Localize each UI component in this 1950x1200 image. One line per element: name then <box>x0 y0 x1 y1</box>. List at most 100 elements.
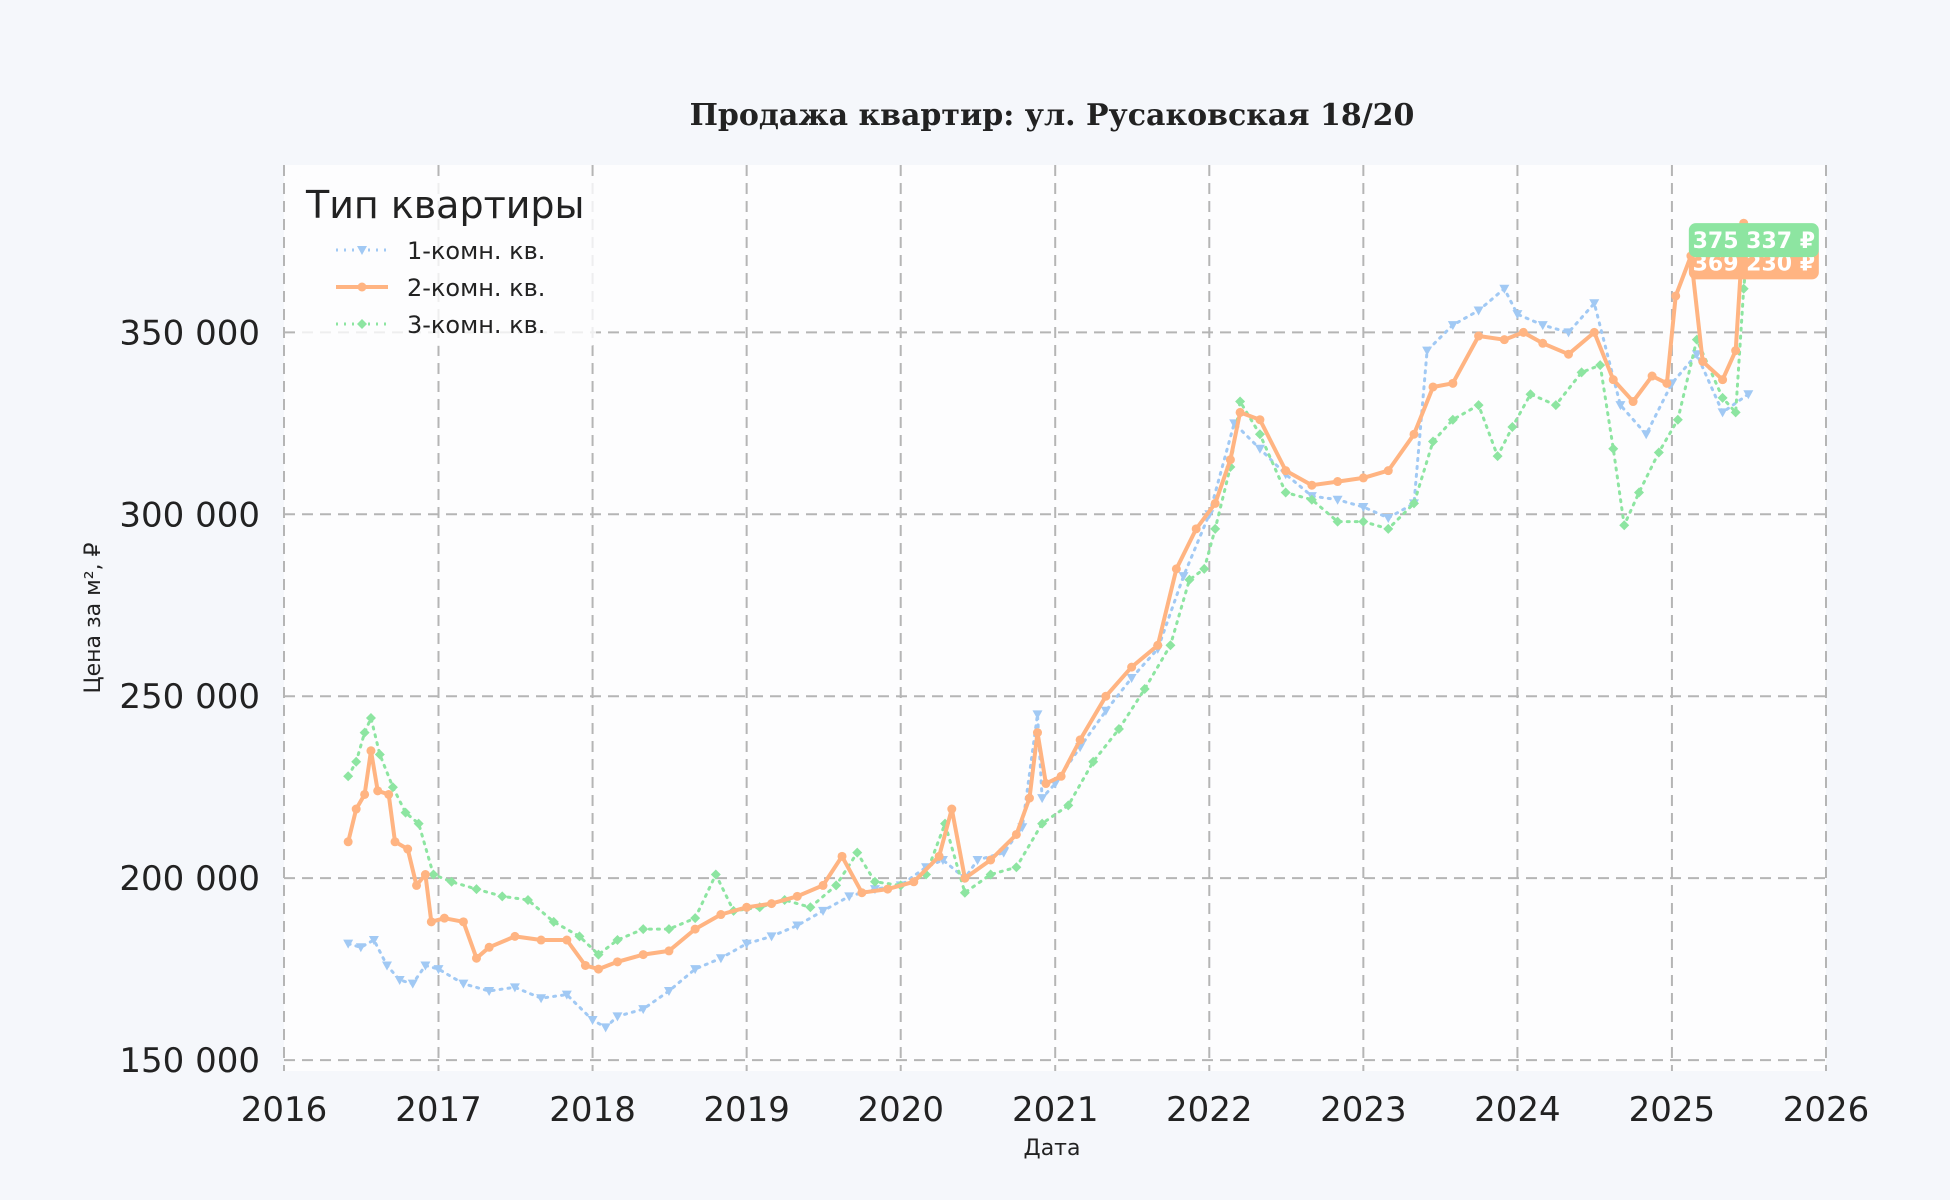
data-point <box>1333 477 1343 487</box>
data-point <box>1235 407 1245 417</box>
data-point <box>638 950 648 960</box>
data-point <box>1254 444 1265 454</box>
data-point <box>638 924 649 935</box>
chart-title: Продажа квартир: ул. Русаковская 18/20 <box>690 98 1415 133</box>
data-point <box>947 804 957 814</box>
data-point <box>766 932 777 942</box>
data-point <box>580 960 590 970</box>
data-point <box>792 921 803 931</box>
data-point <box>792 891 802 901</box>
x-tick-label: 2019 <box>703 1090 790 1130</box>
last-value-badges: 369 230 ₽375 337 ₽ <box>1688 223 1819 280</box>
data-point <box>664 946 674 956</box>
data-point <box>562 935 572 945</box>
y-tick-label: 250 000 <box>119 677 260 717</box>
data-point <box>1409 498 1420 509</box>
data-point <box>1473 400 1484 411</box>
data-point <box>852 847 863 858</box>
x-tick-label: 2018 <box>549 1090 636 1130</box>
data-point <box>1608 375 1618 385</box>
data-point <box>1641 430 1652 440</box>
data-point <box>837 851 847 861</box>
y-axis-ticks: 150 000 200 000 250 000 300 000 350 000 <box>119 313 260 1081</box>
data-point <box>561 990 572 1000</box>
data-point <box>612 957 622 967</box>
data-point <box>690 965 701 975</box>
data-point <box>1717 392 1728 403</box>
data-point <box>1255 415 1265 425</box>
legend-marker <box>357 282 367 292</box>
data-point <box>1088 756 1099 767</box>
data-point <box>1332 495 1343 505</box>
data-point <box>593 949 604 960</box>
data-point <box>1698 356 1708 366</box>
data-point <box>1743 390 1754 400</box>
data-point <box>1428 382 1438 392</box>
data-point <box>360 789 370 799</box>
data-point <box>1730 407 1741 418</box>
data-point <box>1235 396 1246 407</box>
data-point <box>1307 480 1317 490</box>
legend-box <box>296 176 596 346</box>
y-tick-label: 150 000 <box>119 1041 260 1081</box>
data-point <box>1037 794 1048 804</box>
data-point <box>446 876 457 887</box>
data-point <box>1564 349 1574 359</box>
data-point <box>412 880 422 890</box>
legend-items: 1-комн. кв. 2-комн. кв. 3-комн. кв. <box>336 237 545 339</box>
data-point <box>1619 520 1630 531</box>
data-point <box>497 891 508 902</box>
data-point <box>844 892 855 902</box>
data-point <box>1691 350 1702 360</box>
data-point <box>959 887 970 898</box>
data-point <box>1383 523 1394 534</box>
data-point <box>869 876 880 887</box>
data-point <box>1113 723 1124 734</box>
data-point <box>407 979 418 989</box>
data-point <box>593 964 603 974</box>
legend: Тип квартиры 1-комн. кв. 2-комн. кв. 3-ком… <box>296 176 596 346</box>
data-point <box>1358 503 1369 513</box>
data-point <box>351 756 362 767</box>
data-point <box>471 953 481 963</box>
data-point <box>1653 447 1664 458</box>
data-point <box>471 884 482 895</box>
x-tick-label: 2023 <box>1320 1090 1407 1130</box>
data-point <box>439 913 449 923</box>
data-point <box>600 1023 611 1033</box>
legend-label: 3-комн. кв. <box>407 311 545 339</box>
data-point <box>373 786 383 796</box>
data-point <box>1537 321 1548 331</box>
data-point <box>522 894 533 905</box>
data-point <box>343 771 354 782</box>
data-point <box>1100 706 1111 716</box>
series-line <box>346 287 1750 1029</box>
y-tick-label: 350 000 <box>119 313 260 353</box>
data-point <box>1499 284 1510 294</box>
data-point <box>374 749 385 760</box>
x-tick-label: 2025 <box>1629 1090 1716 1130</box>
data-point <box>343 837 353 847</box>
data-point <box>1358 473 1368 483</box>
data-point <box>1032 710 1043 720</box>
data-point <box>359 727 370 738</box>
data-point <box>1563 328 1574 338</box>
data-point <box>1525 389 1536 400</box>
data-point <box>458 917 468 927</box>
data-point <box>420 961 431 971</box>
x-axis-label: Дата <box>1024 1136 1081 1161</box>
data-point <box>365 713 376 724</box>
legend-title: Тип квартиры <box>305 183 585 227</box>
data-point <box>1139 683 1150 694</box>
data-point <box>1024 793 1034 803</box>
data-point <box>742 902 752 912</box>
data-point <box>394 976 405 986</box>
data-point <box>1615 401 1626 411</box>
data-point <box>1199 563 1210 574</box>
x-tick-label: 2024 <box>1474 1090 1561 1130</box>
data-point <box>960 873 970 883</box>
y-tick-label: 200 000 <box>119 859 260 899</box>
data-point <box>509 983 520 993</box>
data-point <box>1550 400 1561 411</box>
data-point <box>426 917 436 927</box>
